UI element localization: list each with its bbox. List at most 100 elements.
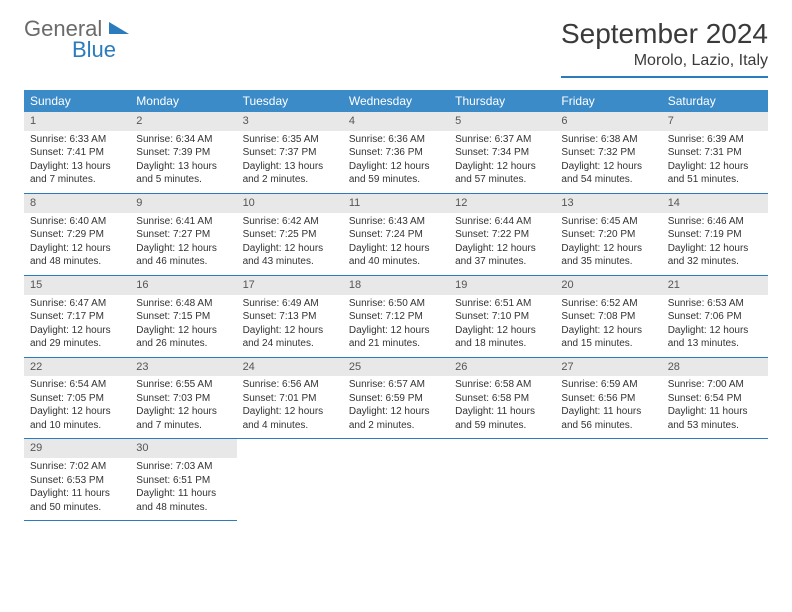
sunset-line: Sunset: 7:27 PM xyxy=(136,228,230,242)
calendar-cell: 30Sunrise: 7:03 AMSunset: 6:51 PMDayligh… xyxy=(130,439,236,521)
sunrise-line: Sunrise: 7:00 AM xyxy=(668,378,762,392)
day-number: 11 xyxy=(343,194,449,213)
calendar-cell: 17Sunrise: 6:49 AMSunset: 7:13 PMDayligh… xyxy=(237,275,343,357)
sunrise-line: Sunrise: 6:54 AM xyxy=(30,378,124,392)
daylight-line: Daylight: 11 hours and 50 minutes. xyxy=(30,487,124,514)
daylight-line: Daylight: 13 hours and 2 minutes. xyxy=(243,160,337,187)
day-body: Sunrise: 6:36 AMSunset: 7:36 PMDaylight:… xyxy=(343,131,449,193)
weekday-header: Sunday xyxy=(24,90,130,112)
day-body: Sunrise: 6:41 AMSunset: 7:27 PMDaylight:… xyxy=(130,213,236,275)
sunrise-line: Sunrise: 6:51 AM xyxy=(455,297,549,311)
calendar-table: Sunday Monday Tuesday Wednesday Thursday… xyxy=(24,90,768,521)
day-number: 5 xyxy=(449,112,555,131)
calendar-cell: 7Sunrise: 6:39 AMSunset: 7:31 PMDaylight… xyxy=(662,112,768,193)
daylight-line: Daylight: 13 hours and 7 minutes. xyxy=(30,160,124,187)
calendar-cell xyxy=(343,439,449,521)
day-body: Sunrise: 6:49 AMSunset: 7:13 PMDaylight:… xyxy=(237,295,343,357)
day-number: 12 xyxy=(449,194,555,213)
sunrise-line: Sunrise: 6:52 AM xyxy=(561,297,655,311)
day-body: Sunrise: 6:46 AMSunset: 7:19 PMDaylight:… xyxy=(662,213,768,275)
daylight-line: Daylight: 12 hours and 35 minutes. xyxy=(561,242,655,269)
logo: General Blue xyxy=(24,18,131,61)
title-block: September 2024 Morolo, Lazio, Italy xyxy=(561,18,768,78)
sunrise-line: Sunrise: 6:58 AM xyxy=(455,378,549,392)
day-number: 17 xyxy=(237,276,343,295)
day-number: 14 xyxy=(662,194,768,213)
sunrise-line: Sunrise: 6:53 AM xyxy=(668,297,762,311)
sunset-line: Sunset: 7:37 PM xyxy=(243,146,337,160)
logo-blue: Blue xyxy=(72,39,131,61)
calendar-cell: 25Sunrise: 6:57 AMSunset: 6:59 PMDayligh… xyxy=(343,357,449,439)
sunset-line: Sunset: 6:54 PM xyxy=(668,392,762,406)
sunset-line: Sunset: 7:01 PM xyxy=(243,392,337,406)
sunrise-line: Sunrise: 6:39 AM xyxy=(668,133,762,147)
day-number: 19 xyxy=(449,276,555,295)
day-number: 3 xyxy=(237,112,343,131)
calendar-cell xyxy=(237,439,343,521)
day-body: Sunrise: 6:42 AMSunset: 7:25 PMDaylight:… xyxy=(237,213,343,275)
sunset-line: Sunset: 7:10 PM xyxy=(455,310,549,324)
day-body: Sunrise: 6:37 AMSunset: 7:34 PMDaylight:… xyxy=(449,131,555,193)
day-body: Sunrise: 6:33 AMSunset: 7:41 PMDaylight:… xyxy=(24,131,130,193)
day-body: Sunrise: 6:44 AMSunset: 7:22 PMDaylight:… xyxy=(449,213,555,275)
day-body: Sunrise: 6:34 AMSunset: 7:39 PMDaylight:… xyxy=(130,131,236,193)
calendar-cell: 5Sunrise: 6:37 AMSunset: 7:34 PMDaylight… xyxy=(449,112,555,193)
weekday-header: Monday xyxy=(130,90,236,112)
sunrise-line: Sunrise: 6:57 AM xyxy=(349,378,443,392)
sunrise-line: Sunrise: 6:48 AM xyxy=(136,297,230,311)
calendar-cell: 26Sunrise: 6:58 AMSunset: 6:58 PMDayligh… xyxy=(449,357,555,439)
day-body: Sunrise: 6:54 AMSunset: 7:05 PMDaylight:… xyxy=(24,376,130,438)
daylight-line: Daylight: 12 hours and 18 minutes. xyxy=(455,324,549,351)
calendar-cell xyxy=(555,439,661,521)
day-number: 1 xyxy=(24,112,130,131)
day-body: Sunrise: 6:51 AMSunset: 7:10 PMDaylight:… xyxy=(449,295,555,357)
day-body: Sunrise: 7:02 AMSunset: 6:53 PMDaylight:… xyxy=(24,458,130,520)
calendar-cell: 4Sunrise: 6:36 AMSunset: 7:36 PMDaylight… xyxy=(343,112,449,193)
day-body: Sunrise: 6:38 AMSunset: 7:32 PMDaylight:… xyxy=(555,131,661,193)
daylight-line: Daylight: 12 hours and 13 minutes. xyxy=(668,324,762,351)
calendar-cell: 23Sunrise: 6:55 AMSunset: 7:03 PMDayligh… xyxy=(130,357,236,439)
day-body: Sunrise: 6:58 AMSunset: 6:58 PMDaylight:… xyxy=(449,376,555,438)
day-number: 23 xyxy=(130,358,236,377)
sunrise-line: Sunrise: 6:37 AM xyxy=(455,133,549,147)
sunset-line: Sunset: 7:25 PM xyxy=(243,228,337,242)
day-body: Sunrise: 7:00 AMSunset: 6:54 PMDaylight:… xyxy=(662,376,768,438)
daylight-line: Daylight: 12 hours and 32 minutes. xyxy=(668,242,762,269)
calendar-cell: 9Sunrise: 6:41 AMSunset: 7:27 PMDaylight… xyxy=(130,193,236,275)
sunset-line: Sunset: 7:39 PM xyxy=(136,146,230,160)
day-number: 7 xyxy=(662,112,768,131)
month-title: September 2024 xyxy=(561,18,768,50)
day-body: Sunrise: 6:40 AMSunset: 7:29 PMDaylight:… xyxy=(24,213,130,275)
day-number: 13 xyxy=(555,194,661,213)
sunrise-line: Sunrise: 6:33 AM xyxy=(30,133,124,147)
sunrise-line: Sunrise: 6:34 AM xyxy=(136,133,230,147)
daylight-line: Daylight: 13 hours and 5 minutes. xyxy=(136,160,230,187)
sunrise-line: Sunrise: 6:43 AM xyxy=(349,215,443,229)
daylight-line: Daylight: 12 hours and 46 minutes. xyxy=(136,242,230,269)
header: General Blue September 2024 Morolo, Lazi… xyxy=(24,18,768,78)
day-number: 27 xyxy=(555,358,661,377)
calendar-cell: 10Sunrise: 6:42 AMSunset: 7:25 PMDayligh… xyxy=(237,193,343,275)
calendar-cell: 28Sunrise: 7:00 AMSunset: 6:54 PMDayligh… xyxy=(662,357,768,439)
day-body: Sunrise: 6:39 AMSunset: 7:31 PMDaylight:… xyxy=(662,131,768,193)
daylight-line: Daylight: 12 hours and 15 minutes. xyxy=(561,324,655,351)
daylight-line: Daylight: 12 hours and 54 minutes. xyxy=(561,160,655,187)
day-number: 15 xyxy=(24,276,130,295)
calendar-cell: 22Sunrise: 6:54 AMSunset: 7:05 PMDayligh… xyxy=(24,357,130,439)
day-number: 4 xyxy=(343,112,449,131)
daylight-line: Daylight: 11 hours and 56 minutes. xyxy=(561,405,655,432)
sunset-line: Sunset: 7:34 PM xyxy=(455,146,549,160)
calendar-cell: 8Sunrise: 6:40 AMSunset: 7:29 PMDaylight… xyxy=(24,193,130,275)
day-body: Sunrise: 6:55 AMSunset: 7:03 PMDaylight:… xyxy=(130,376,236,438)
calendar-cell xyxy=(449,439,555,521)
daylight-line: Daylight: 12 hours and 4 minutes. xyxy=(243,405,337,432)
sunrise-line: Sunrise: 6:44 AM xyxy=(455,215,549,229)
calendar-cell: 1Sunrise: 6:33 AMSunset: 7:41 PMDaylight… xyxy=(24,112,130,193)
calendar-cell: 2Sunrise: 6:34 AMSunset: 7:39 PMDaylight… xyxy=(130,112,236,193)
sunrise-line: Sunrise: 6:41 AM xyxy=(136,215,230,229)
sunset-line: Sunset: 6:56 PM xyxy=(561,392,655,406)
calendar-cell: 12Sunrise: 6:44 AMSunset: 7:22 PMDayligh… xyxy=(449,193,555,275)
daylight-line: Daylight: 12 hours and 29 minutes. xyxy=(30,324,124,351)
day-number: 21 xyxy=(662,276,768,295)
sunrise-line: Sunrise: 6:56 AM xyxy=(243,378,337,392)
